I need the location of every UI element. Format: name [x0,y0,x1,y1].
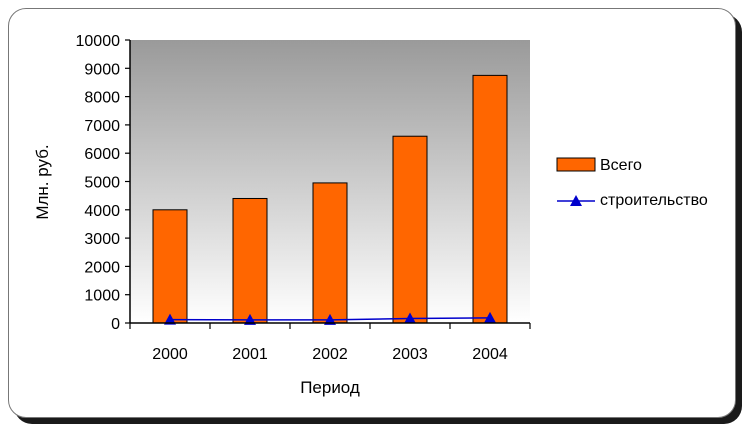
y-tick-label: 10000 [76,33,121,50]
x-tick-label: 2002 [312,346,348,363]
legend-swatch-total [556,157,596,172]
bar-total-2002 [312,182,348,324]
x-tick-label: 2004 [472,346,508,363]
y-tick-label: 2000 [84,259,120,276]
y-axis-title: Млн. руб. [33,144,52,219]
y-tick-label: 1000 [84,288,120,305]
x-tick-label: 2003 [392,346,428,363]
x-tick-label: 2000 [152,346,188,363]
y-tick-label: 6000 [84,146,120,163]
y-ticks-group: 0 1000 2000 3000 4000 5000 6000 7000 8000 9000 100… [76,33,130,333]
y-tick-label: 8000 [84,90,120,107]
marker-construction-2000 [164,313,176,325]
bar-total-2000 [152,209,188,324]
marker-construction-2002 [324,313,336,325]
marker-construction-2004 [484,311,496,323]
x-axis-title: Период [300,378,360,397]
legend-marker-construction [570,195,582,206]
bars-group [152,74,508,324]
line-series-group [164,311,496,325]
bar-total-2004 [472,74,508,324]
bar-total-2003 [392,135,428,324]
x-tick-label: 2001 [232,346,268,363]
legend-label-total: Всего [600,157,642,174]
y-tick-label: 7000 [84,118,120,135]
y-tick-label: 3000 [84,231,120,248]
x-ticks-group: 2000 2001 2002 2003 2004 [129,323,531,363]
marker-construction-2001 [244,313,256,325]
legend: Всего строительство [556,157,708,209]
y-tick-label: 4000 [84,203,120,220]
marker-construction-2003 [404,312,416,324]
legend-label-construction: строительство [600,192,708,209]
y-tick-label: 0 [111,316,120,333]
y-tick-label: 9000 [84,61,120,78]
y-tick-label: 5000 [84,175,120,192]
bar-total-2001 [232,197,268,324]
